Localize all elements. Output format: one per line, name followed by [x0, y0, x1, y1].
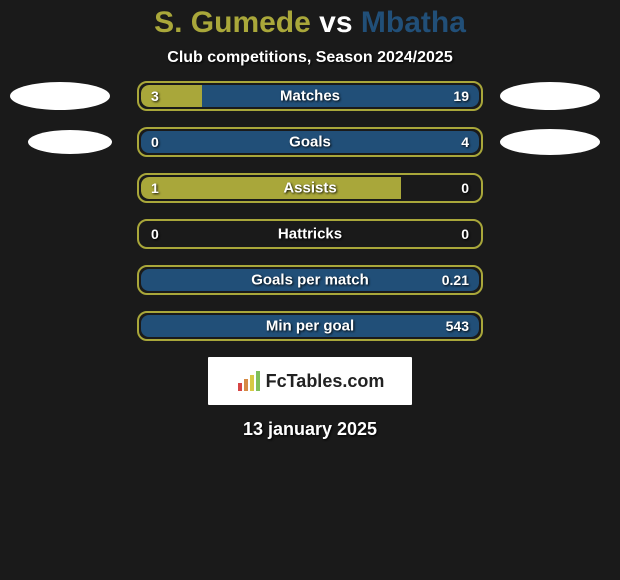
club-logo-right: [500, 82, 600, 110]
value-left: 0: [151, 134, 159, 150]
club-logo-left: [10, 82, 110, 110]
metric-row: 0.21 Goals per match: [137, 265, 483, 295]
subtitle: Club competitions, Season 2024/2025: [0, 49, 620, 67]
value-right: 0: [461, 180, 469, 196]
title-player1: S. Gumede: [154, 6, 311, 39]
value-right: 0: [461, 226, 469, 242]
value-left: 0: [151, 226, 159, 242]
metric-row: 0 4 Goals: [137, 127, 483, 157]
value-right: 4: [461, 134, 469, 150]
value-right: 543: [446, 318, 469, 334]
metric-label: Min per goal: [266, 318, 354, 335]
value-left: 1: [151, 180, 159, 196]
title: S. Gumede vs Mbatha: [0, 6, 620, 39]
metric-row: 1 0 Assists: [137, 173, 483, 203]
value-right: 19: [453, 88, 469, 104]
metric-label: Hattricks: [278, 226, 342, 243]
comparison-rows: 3 19 Matches 0 4 Goals 1 0 Assists 0 0 Hattricks 0.2…: [0, 81, 620, 341]
metric-row: 0 0 Hattricks: [137, 219, 483, 249]
metric-label: Matches: [280, 88, 340, 105]
metric-row: 543 Min per goal: [137, 311, 483, 341]
club-logo-left: [28, 130, 112, 154]
metric-row: 3 19 Matches: [137, 81, 483, 111]
bar-right: [202, 85, 479, 107]
metric-label: Goals per match: [251, 272, 369, 289]
bar-left: [141, 177, 401, 199]
fctables-logo: FcTables.com: [208, 357, 412, 405]
metric-label: Assists: [283, 180, 336, 197]
value-left: 3: [151, 88, 159, 104]
value-right: 0.21: [442, 272, 469, 288]
metric-label: Goals: [289, 134, 331, 151]
date: 13 january 2025: [0, 419, 620, 440]
club-logo-right: [500, 129, 600, 155]
title-vs: vs: [319, 6, 352, 39]
bars-container: 3 19 Matches 0 4 Goals 1 0 Assists 0 0 Hattricks 0.2…: [137, 81, 483, 341]
title-player2: Mbatha: [361, 6, 466, 39]
bar-chart-icon: [236, 369, 262, 393]
comparison-card: S. Gumede vs Mbatha Club competitions, S…: [0, 0, 620, 580]
logo-text: FcTables.com: [266, 371, 385, 392]
